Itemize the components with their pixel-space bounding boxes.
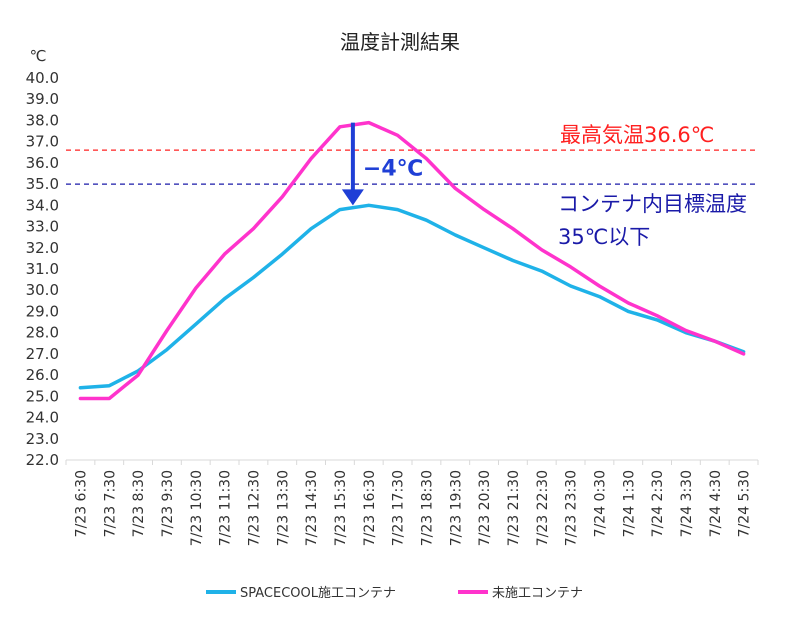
- y-tick-label: 31.0: [26, 260, 59, 278]
- y-tick-label: 28.0: [26, 324, 59, 342]
- y-tick-label: 35.0: [26, 175, 59, 193]
- y-tick-label: 37.0: [26, 133, 59, 151]
- chart-title: 温度計測結果: [340, 30, 460, 54]
- y-tick-label: 26.0: [26, 366, 59, 384]
- y-tick-label: 38.0: [26, 111, 59, 129]
- x-tick-label: 7/23 18:30: [419, 470, 435, 546]
- x-tick-label: 7/23 17:30: [391, 470, 407, 546]
- y-tick-label: 34.0: [26, 196, 59, 214]
- legend-label-1: SPACECOOL施工コンテナ: [240, 586, 396, 601]
- difference-label: −4℃: [363, 157, 423, 182]
- y-tick-label: 24.0: [26, 409, 59, 427]
- y-tick-label: 30.0: [26, 281, 59, 299]
- x-tick-label: 7/23 9:30: [160, 470, 176, 537]
- target-temperature-label-line1: コンテナ内目標温度: [558, 192, 747, 216]
- x-tick-label: 7/23 6:30: [73, 470, 89, 537]
- series-lines: [78, 120, 746, 401]
- series-line-1: [78, 203, 746, 390]
- x-tick-label: 7/24 2:30: [650, 470, 666, 537]
- x-tick-label: 7/23 20:30: [477, 470, 493, 546]
- y-tick-label: 36.0: [26, 154, 59, 172]
- x-tick-label: 7/23 12:30: [246, 470, 262, 546]
- x-tick-label: 7/23 11:30: [218, 470, 234, 546]
- y-tick-label: 27.0: [26, 345, 59, 363]
- x-tick-label: 7/23 16:30: [362, 470, 378, 546]
- y-tick-label: 29.0: [26, 302, 59, 320]
- y-tick-label: 40.0: [26, 69, 59, 87]
- y-tick-label: 39.0: [26, 90, 59, 108]
- difference-annotation: −4℃: [341, 122, 423, 206]
- x-tick-label: 7/24 1:30: [621, 470, 637, 537]
- x-tick-label: 7/24 0:30: [592, 470, 608, 537]
- y-tick-label: 25.0: [26, 387, 59, 405]
- y-tick-label: 33.0: [26, 218, 59, 236]
- max-temperature-label: 最高気温36.6℃: [560, 123, 714, 147]
- y-tick-label: 23.0: [26, 430, 59, 448]
- x-tick-label: 7/23 14:30: [304, 470, 320, 546]
- series-line-2: [78, 120, 746, 401]
- x-tick-label: 7/23 21:30: [506, 470, 522, 546]
- x-tick-label: 7/24 3:30: [679, 470, 695, 537]
- x-tick-label: 7/23 23:30: [564, 470, 580, 546]
- y-axis: 22.0 23.0 24.0 25.0 26.0 27.0 28.0 29.0 30.0 31.0…: [26, 69, 59, 469]
- legend: SPACECOOL施工コンテナ 未施工コンテナ: [206, 586, 583, 601]
- x-tick-label: 7/23 19:30: [448, 470, 464, 546]
- legend-label-2: 未施工コンテナ: [492, 586, 583, 601]
- y-tick-label: 22.0: [26, 451, 59, 469]
- y-tick-label: 32.0: [26, 239, 59, 257]
- x-tick-label: 7/23 15:30: [333, 470, 349, 546]
- x-tick-label: 7/23 22:30: [535, 470, 551, 546]
- difference-arrowhead: [341, 189, 364, 206]
- reference-lines: 最高気温36.6℃ コンテナ内目標温度 35℃以下: [66, 123, 758, 249]
- x-tick-label: 7/23 13:30: [275, 470, 291, 546]
- target-temperature-label-line2: 35℃以下: [558, 225, 650, 249]
- y-axis-unit-label: ℃: [30, 47, 47, 65]
- x-tick-label: 7/24 4:30: [708, 470, 724, 537]
- x-tick-label: 7/23 8:30: [131, 470, 147, 537]
- x-axis: 7/23 6:30 7/23 7:30 7/23 8:30 7/23 9:30 7/23…: [65, 459, 759, 546]
- x-tick-label: 7/23 10:30: [189, 470, 205, 546]
- x-tick-label: 7/23 7:30: [102, 470, 118, 537]
- x-tick-label: 7/24 5:30: [737, 470, 753, 537]
